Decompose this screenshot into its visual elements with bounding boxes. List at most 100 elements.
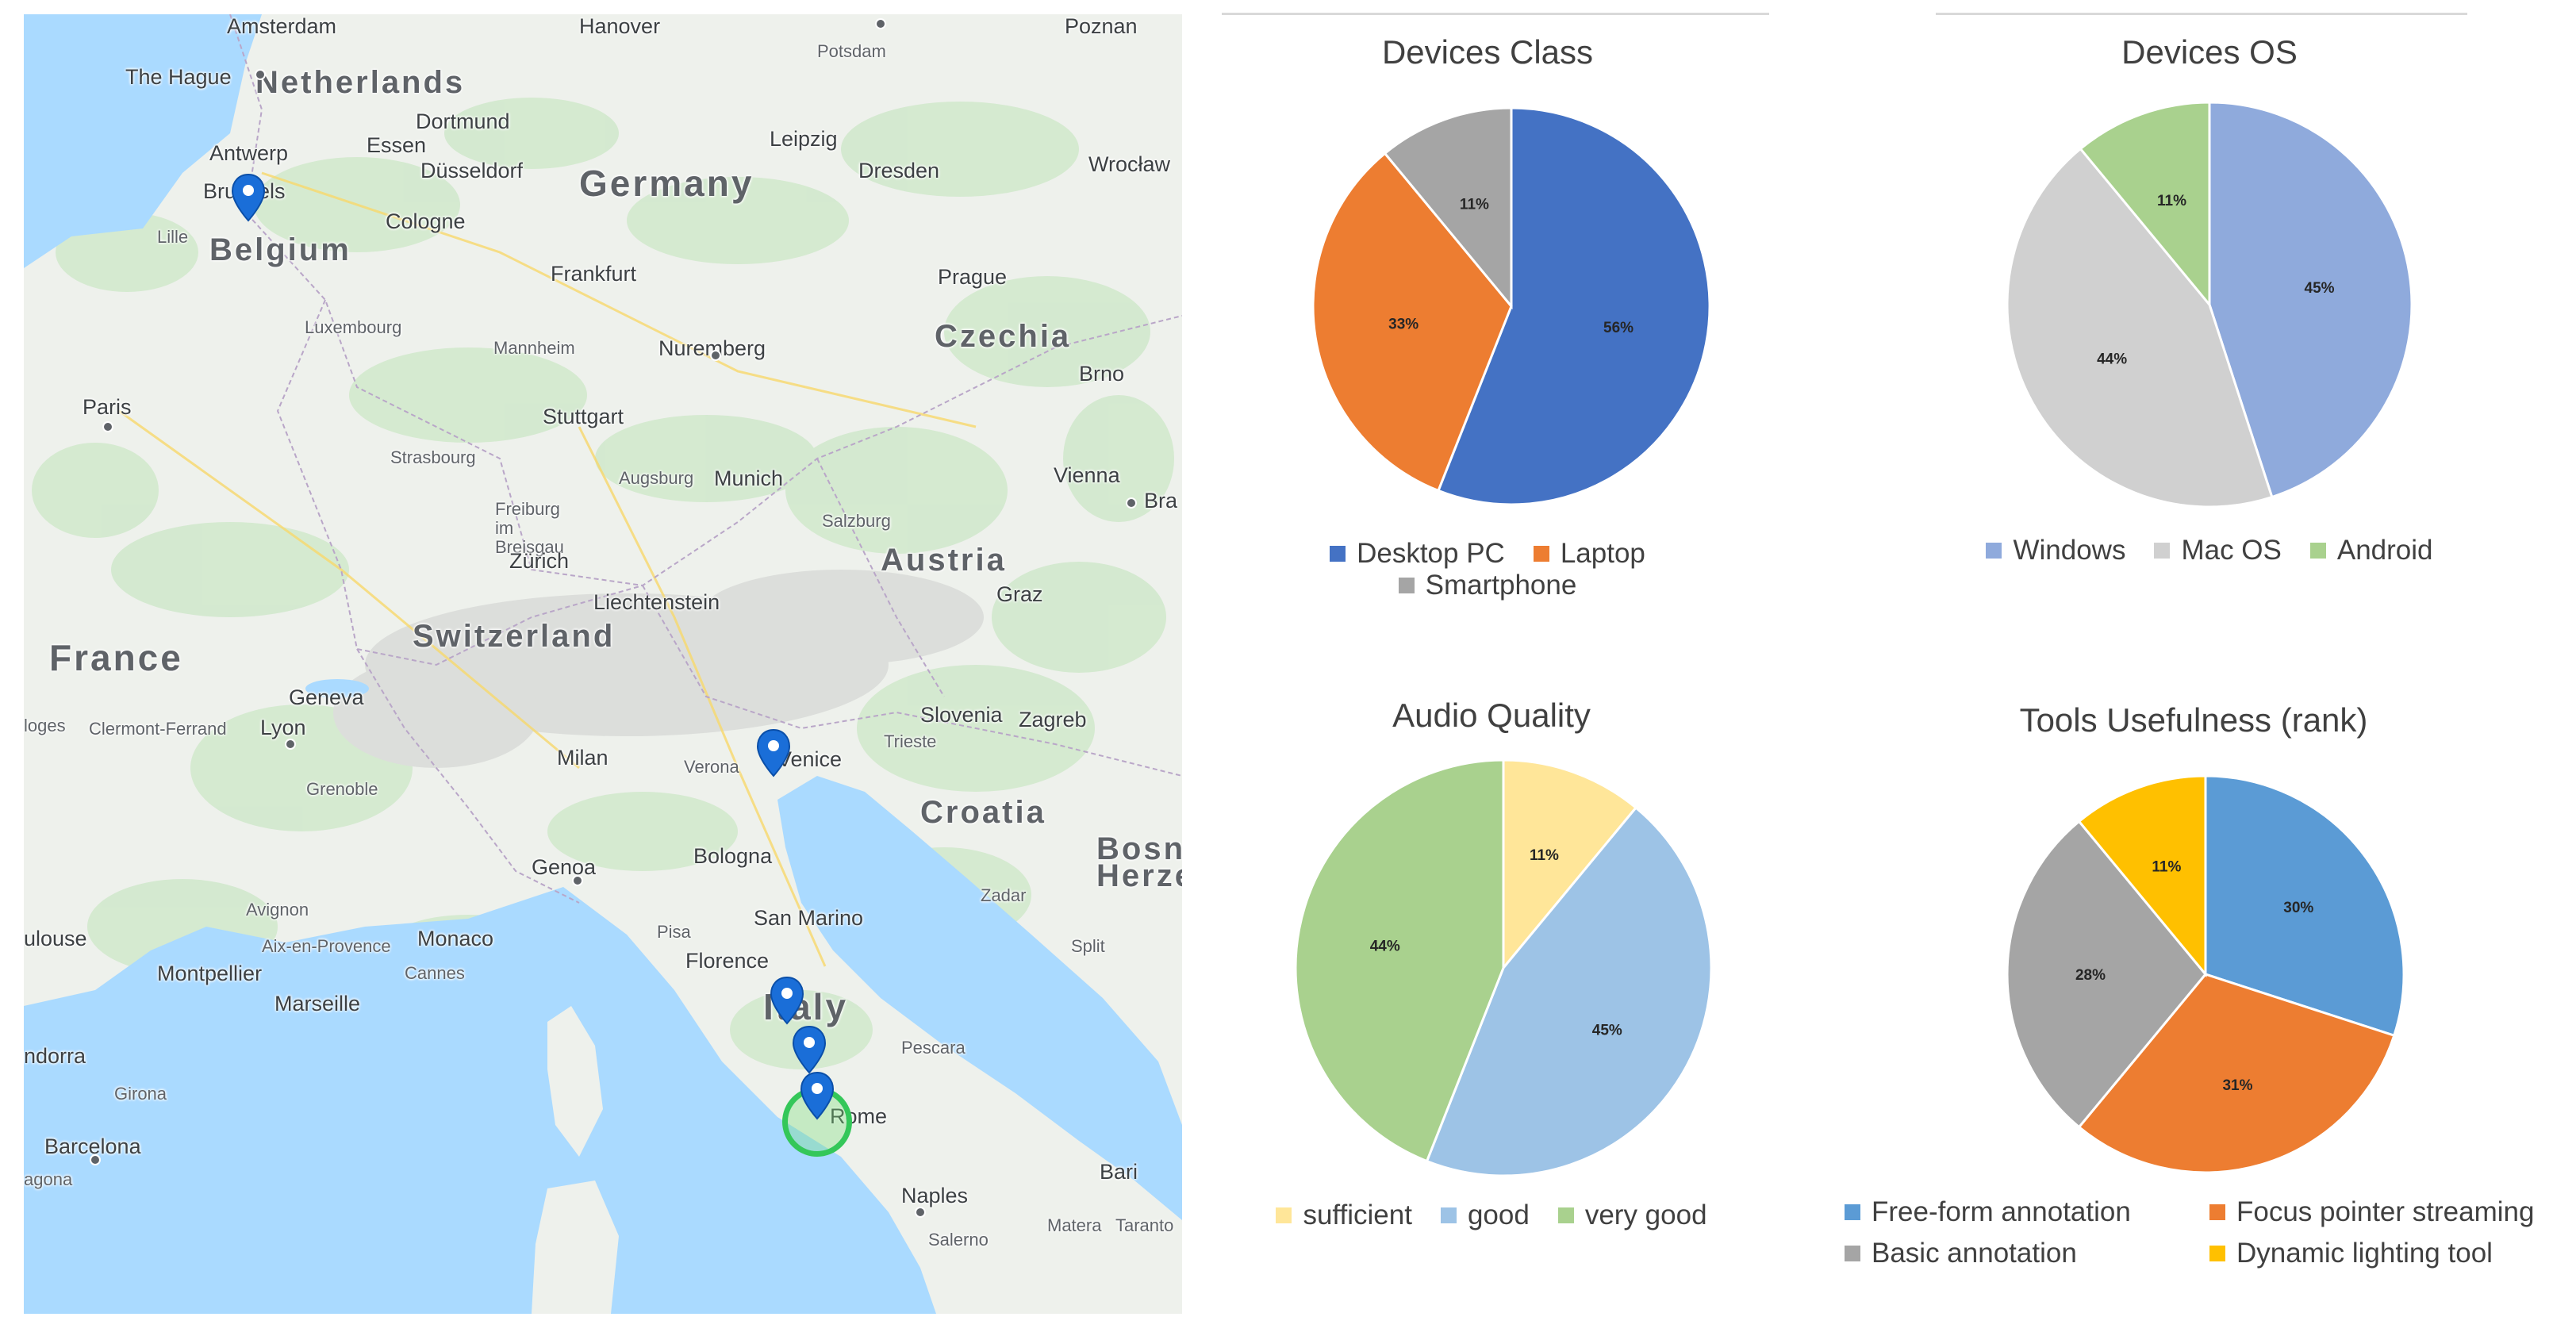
city-label: Milan: [557, 746, 608, 770]
legend-item: Dynamic lighting tool: [2209, 1238, 2543, 1269]
chart-title: Tools Usefulness (rank): [2019, 701, 2368, 739]
city-label: Pescara: [901, 1038, 966, 1058]
country-label-germany: Germany: [579, 163, 754, 204]
city-label: Frankfurt: [551, 262, 637, 286]
city-label: Poznan: [1065, 14, 1138, 38]
pie-plot: 11% 45% 44%: [1294, 758, 1713, 1177]
city-label: Strasbourg: [390, 447, 476, 467]
city-label: Bra: [1144, 489, 1178, 513]
city-label: Wrocław: [1088, 152, 1171, 176]
city-label: Essen: [367, 133, 427, 157]
chart-title: Devices OS: [2121, 33, 2298, 71]
country-label-bosnia: Bosni: [1096, 831, 1182, 866]
country-label-herze: Herze: [1096, 858, 1182, 893]
location-pin-icon[interactable]: [800, 1071, 835, 1120]
chart-legend: Desktop PC Laptop Smartphone: [1230, 538, 1745, 601]
city-dot: [255, 69, 266, 80]
legend-item: Free-form annotation: [1845, 1196, 2178, 1228]
country-label-czechia: Czechia: [935, 319, 1072, 354]
legend-label: good: [1467, 1200, 1530, 1230]
pie-plot: 30% 31% 28% 11%: [2006, 774, 2405, 1174]
city-label: ulouse: [24, 927, 87, 950]
chart-title: Devices Class: [1381, 33, 1594, 71]
city-label: Prague: [938, 265, 1008, 289]
pie-slice-focus-pointer-streaming: [2077, 973, 2396, 1174]
city-label: Munich: [714, 466, 784, 490]
map-terrain: [24, 14, 1182, 1314]
city-label: Stuttgart: [543, 405, 624, 428]
location-pin-icon[interactable]: [792, 1025, 827, 1074]
chart-devices-os: Devices OS 45% 44% 11% Windows Mac OS Androi…: [1936, 27, 2483, 582]
legend-label: Android: [2336, 535, 2433, 566]
chart-devices-class: Devices Class 56% 33% 11% Desktop PC Laptop…: [1230, 27, 1745, 601]
city-label: Paris: [83, 395, 132, 419]
city-dot: [102, 421, 113, 432]
location-pin-icon[interactable]: [756, 728, 791, 777]
pie-slice-good: [1425, 806, 1713, 1177]
city-label: Brno: [1079, 362, 1125, 386]
city-label: Genoa: [532, 855, 597, 879]
city-label: Taranto: [1115, 1215, 1174, 1235]
city-label: Leipzig: [770, 127, 838, 151]
city-label: Zadar: [981, 885, 1027, 905]
legend-item: Smartphone: [1398, 570, 1576, 601]
city-label: Grenoble: [306, 779, 378, 799]
location-pin-icon[interactable]: [231, 173, 266, 222]
city-label: Antwerp: [209, 141, 289, 165]
data-label: 11%: [1530, 847, 1559, 864]
legend-label: very good: [1584, 1200, 1707, 1230]
country-label-austria: Austria: [881, 543, 1007, 578]
legend-label: Mac OS: [2181, 535, 2282, 566]
city-label: Geneva: [289, 685, 364, 709]
legend-swatch: [2209, 1204, 2225, 1220]
city-dot: [572, 875, 583, 886]
data-label: 45%: [1592, 1022, 1622, 1038]
pie-slice-android: [2079, 101, 2211, 309]
city-label: Amsterdam: [227, 14, 337, 38]
city-label: ndorra: [24, 1044, 86, 1068]
city-label: Dortmund: [416, 109, 510, 133]
legend-label: Free-form annotation: [1872, 1196, 2131, 1227]
legend-swatch: [1440, 1207, 1457, 1223]
country-label-france: France: [49, 637, 183, 678]
pie-slice-mac-os: [2006, 147, 2274, 509]
city-label: Augsburg: [619, 468, 694, 488]
city-label: Cannes: [405, 963, 465, 983]
chart-audio-quality: Audio Quality 11% 45% 44% sufficient good ve…: [1230, 692, 1753, 1263]
city-label: Pisa: [657, 922, 691, 942]
legend-label: Laptop: [1560, 538, 1645, 569]
city-label: Zagreb: [1019, 708, 1087, 731]
legend-item: Mac OS: [2154, 535, 2282, 566]
city-label: loges: [24, 716, 66, 735]
legend-swatch: [1845, 1204, 1860, 1220]
city-label: Naples: [901, 1184, 969, 1207]
legend-swatch: [1533, 546, 1549, 562]
legend-item: Laptop: [1533, 538, 1645, 570]
city-label: Hanover: [579, 14, 661, 38]
legend-swatch: [1845, 1246, 1860, 1261]
data-label: 45%: [2305, 280, 2335, 297]
location-pin-icon[interactable]: [770, 976, 804, 1025]
city-label: Clermont-Ferrand: [89, 719, 227, 739]
legend-swatch: [1557, 1207, 1574, 1223]
country-label-netherlands: Netherlands: [255, 65, 466, 100]
city-label: Bologna: [693, 844, 773, 868]
map-view[interactable]: Netherlands Germany Belgium Czechia Fran…: [24, 14, 1182, 1314]
city-label: Salerno: [928, 1230, 989, 1250]
city-label: Dresden: [858, 159, 940, 182]
city-label: Verona: [684, 757, 739, 777]
chart-tools-usefulness: Tools Usefulness (rank) 30% 31% 28% 11% Fre…: [1817, 697, 2570, 1300]
chart-legend: Free-form annotation Focus pointer stream…: [1817, 1192, 2570, 1274]
legend-swatch: [2309, 543, 2326, 559]
country-label-san-marino: San Marino: [754, 906, 864, 930]
divider: [1222, 13, 1769, 15]
city-label: agona: [24, 1169, 73, 1189]
legend-item: good: [1440, 1200, 1530, 1231]
city-label: Potsdam: [817, 41, 886, 61]
pie-slice-free-form-annotation: [2204, 774, 2405, 1038]
city-label: Marseille: [274, 992, 361, 1015]
city-label: Avignon: [246, 900, 309, 919]
legend-label: Basic annotation: [1872, 1238, 2077, 1269]
legend-item: very good: [1557, 1200, 1707, 1231]
city-dot: [875, 18, 886, 29]
